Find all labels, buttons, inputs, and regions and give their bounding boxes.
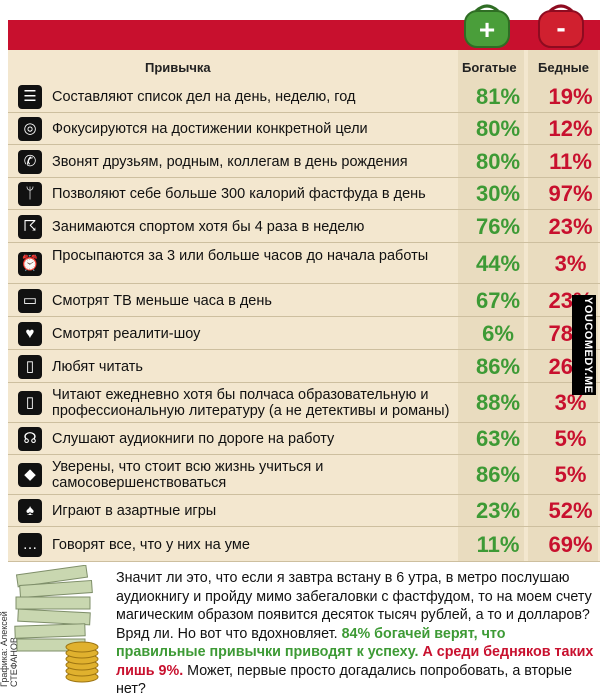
rich-percent: 44%: [475, 251, 521, 276]
table-row: ▭ Смотрят ТВ меньше часа в день 67% 23%: [8, 284, 600, 317]
rich-percent: 63%: [475, 426, 521, 451]
poor-purse-sign: -: [556, 12, 565, 43]
row-divider: [8, 422, 600, 423]
poor-percent: 97%: [548, 181, 593, 206]
headphones-icon: ☊: [18, 427, 42, 451]
poor-percent: 11%: [549, 149, 592, 174]
footer-red-highlight: А среди бедняков таких лишь 9%.: [116, 644, 594, 679]
rich-column-header: Богатые: [462, 60, 517, 75]
rich-percent: 80%: [475, 116, 521, 141]
rich-percent: 86%: [475, 354, 521, 379]
row-divider: [8, 209, 600, 210]
list-icon: ☰: [18, 85, 42, 109]
speech-bubble-icon: …: [18, 533, 42, 557]
row-divider: [8, 382, 600, 383]
table-row: ⏰ Просыпаются за 3 или больше часов до на…: [8, 243, 600, 284]
rich-column-bg: [458, 50, 524, 562]
habit-label: Читают ежедневно хотя бы полчаса образов…: [52, 387, 450, 419]
table-row: ☈ Занимаются спортом хотя бы 4 раза в нед…: [8, 210, 600, 243]
habit-label: Фокусируются на достижении конкретной це…: [52, 121, 368, 137]
footer-green-highlight: 84% богачей верят, что правильные привыч…: [116, 625, 506, 661]
habit-label: Уверены, что стоит всю жизнь учиться и с…: [52, 459, 324, 491]
tv-icon: ▭: [18, 289, 42, 313]
runner-icon: ☈: [18, 215, 42, 239]
poor-purse-icon: -: [538, 4, 584, 48]
table-row: ♠ Играют в азартные игры 23% 52%: [8, 495, 600, 527]
row-divider: [8, 316, 600, 317]
rich-percent: 86%: [475, 462, 521, 487]
rich-percent: 23%: [475, 498, 521, 523]
habit-label: Смотрят реалити-шоу: [52, 326, 201, 342]
rich-percent: 30%: [475, 181, 521, 206]
row-divider: [8, 454, 600, 455]
spade-icon: ♠: [18, 499, 42, 523]
table-row: ☊ Слушают аудиокниги по дороге на работу 6…: [8, 423, 600, 455]
phone-icon: ✆: [18, 150, 42, 174]
fork-icon: ᛘ: [18, 182, 42, 206]
poor-percent: 19%: [548, 84, 593, 109]
rich-percent: 80%: [475, 149, 521, 174]
poor-percent: 23%: [548, 214, 593, 239]
habit-label: Любят читать: [52, 359, 143, 375]
table-row: ◎ Фокусируются на достижении конкретной ц…: [8, 113, 600, 145]
table-row: ᛘ Позволяют себе больше 300 калорий фастф…: [8, 178, 600, 210]
poor-percent: 69%: [548, 532, 593, 557]
target-icon: ◎: [18, 117, 42, 141]
row-divider: [8, 526, 600, 527]
footer-text: Значит ли это, что если я завтра встану …: [116, 569, 594, 699]
habit-column-header: Привычка: [145, 60, 211, 75]
rich-percent: 11%: [476, 532, 520, 557]
table-row: ▯ Любят читать 86% 26%: [8, 350, 600, 383]
table-row: ☰ Составляют список дел на день, неделю, …: [8, 80, 600, 113]
table-row: ♥ Смотрят реалити-шоу 6% 78%: [8, 317, 600, 350]
footer-part2: Может, первые просто догадались попробов…: [116, 662, 573, 698]
tv-heart-icon: ♥: [18, 322, 42, 346]
habit-label: Звонят друзьям, родным, коллегам в день …: [52, 154, 408, 170]
poor-column-header: Бедные: [538, 60, 590, 75]
rich-purse-icon: +: [464, 4, 510, 48]
poor-percent: 5%: [554, 426, 587, 451]
table-row: ✆ Звонят друзьям, родным, коллегам в день…: [8, 145, 600, 178]
poor-percent: 12%: [548, 116, 593, 141]
habit-label: Играют в азартные игры: [52, 503, 217, 519]
row-divider: [8, 283, 600, 284]
row-divider: [8, 349, 600, 350]
row-divider: [8, 144, 600, 145]
graduation-cap-icon: ◆: [18, 463, 42, 487]
footer-part1: Значит ли это, что если я завтра встану …: [116, 570, 592, 642]
row-divider: [8, 494, 600, 495]
row-divider: [8, 561, 600, 562]
habit-label: Составляют список дел на день, неделю, г…: [52, 89, 356, 105]
watermark: YOUCOMEDY.ME: [572, 295, 596, 396]
habit-label: Просыпаются за 3 или больше часов до нач…: [52, 248, 429, 264]
rich-percent: 6%: [482, 321, 514, 346]
poor-percent: 3%: [554, 251, 587, 276]
table-row: ▯ Читают ежедневно хотя бы полчаса образо…: [8, 383, 600, 423]
rich-percent: 67%: [475, 288, 521, 313]
poor-percent: 52%: [548, 498, 593, 523]
habit-label: Слушают аудиокниги по дороге на работу: [52, 431, 335, 447]
book-icon: ▯: [18, 355, 42, 379]
habit-label: Говорят все, что у них на уме: [52, 537, 250, 553]
table-row: … Говорят все, что у них на уме 11% 69%: [8, 527, 600, 562]
row-divider: [8, 177, 600, 178]
rich-percent: 76%: [475, 214, 521, 239]
poor-percent: 5%: [554, 462, 587, 487]
row-divider: [8, 242, 600, 243]
habit-label: Смотрят ТВ меньше часа в день: [52, 293, 272, 309]
table-row: ◆ Уверены, что стоит всю жизнь учиться и …: [8, 455, 600, 495]
rich-percent: 88%: [475, 390, 521, 415]
rich-percent: 81%: [475, 84, 521, 109]
alarm-clock-icon: ⏰: [18, 252, 42, 276]
money-stack-icon: [14, 565, 99, 683]
habit-label: Позволяют себе больше 300 калорий фастфу…: [52, 186, 426, 202]
rich-purse-sign: +: [479, 14, 495, 45]
row-divider: [8, 112, 600, 113]
habit-label: Занимаются спортом хотя бы 4 раза в неде…: [52, 219, 365, 235]
book-icon: ▯: [18, 391, 42, 415]
